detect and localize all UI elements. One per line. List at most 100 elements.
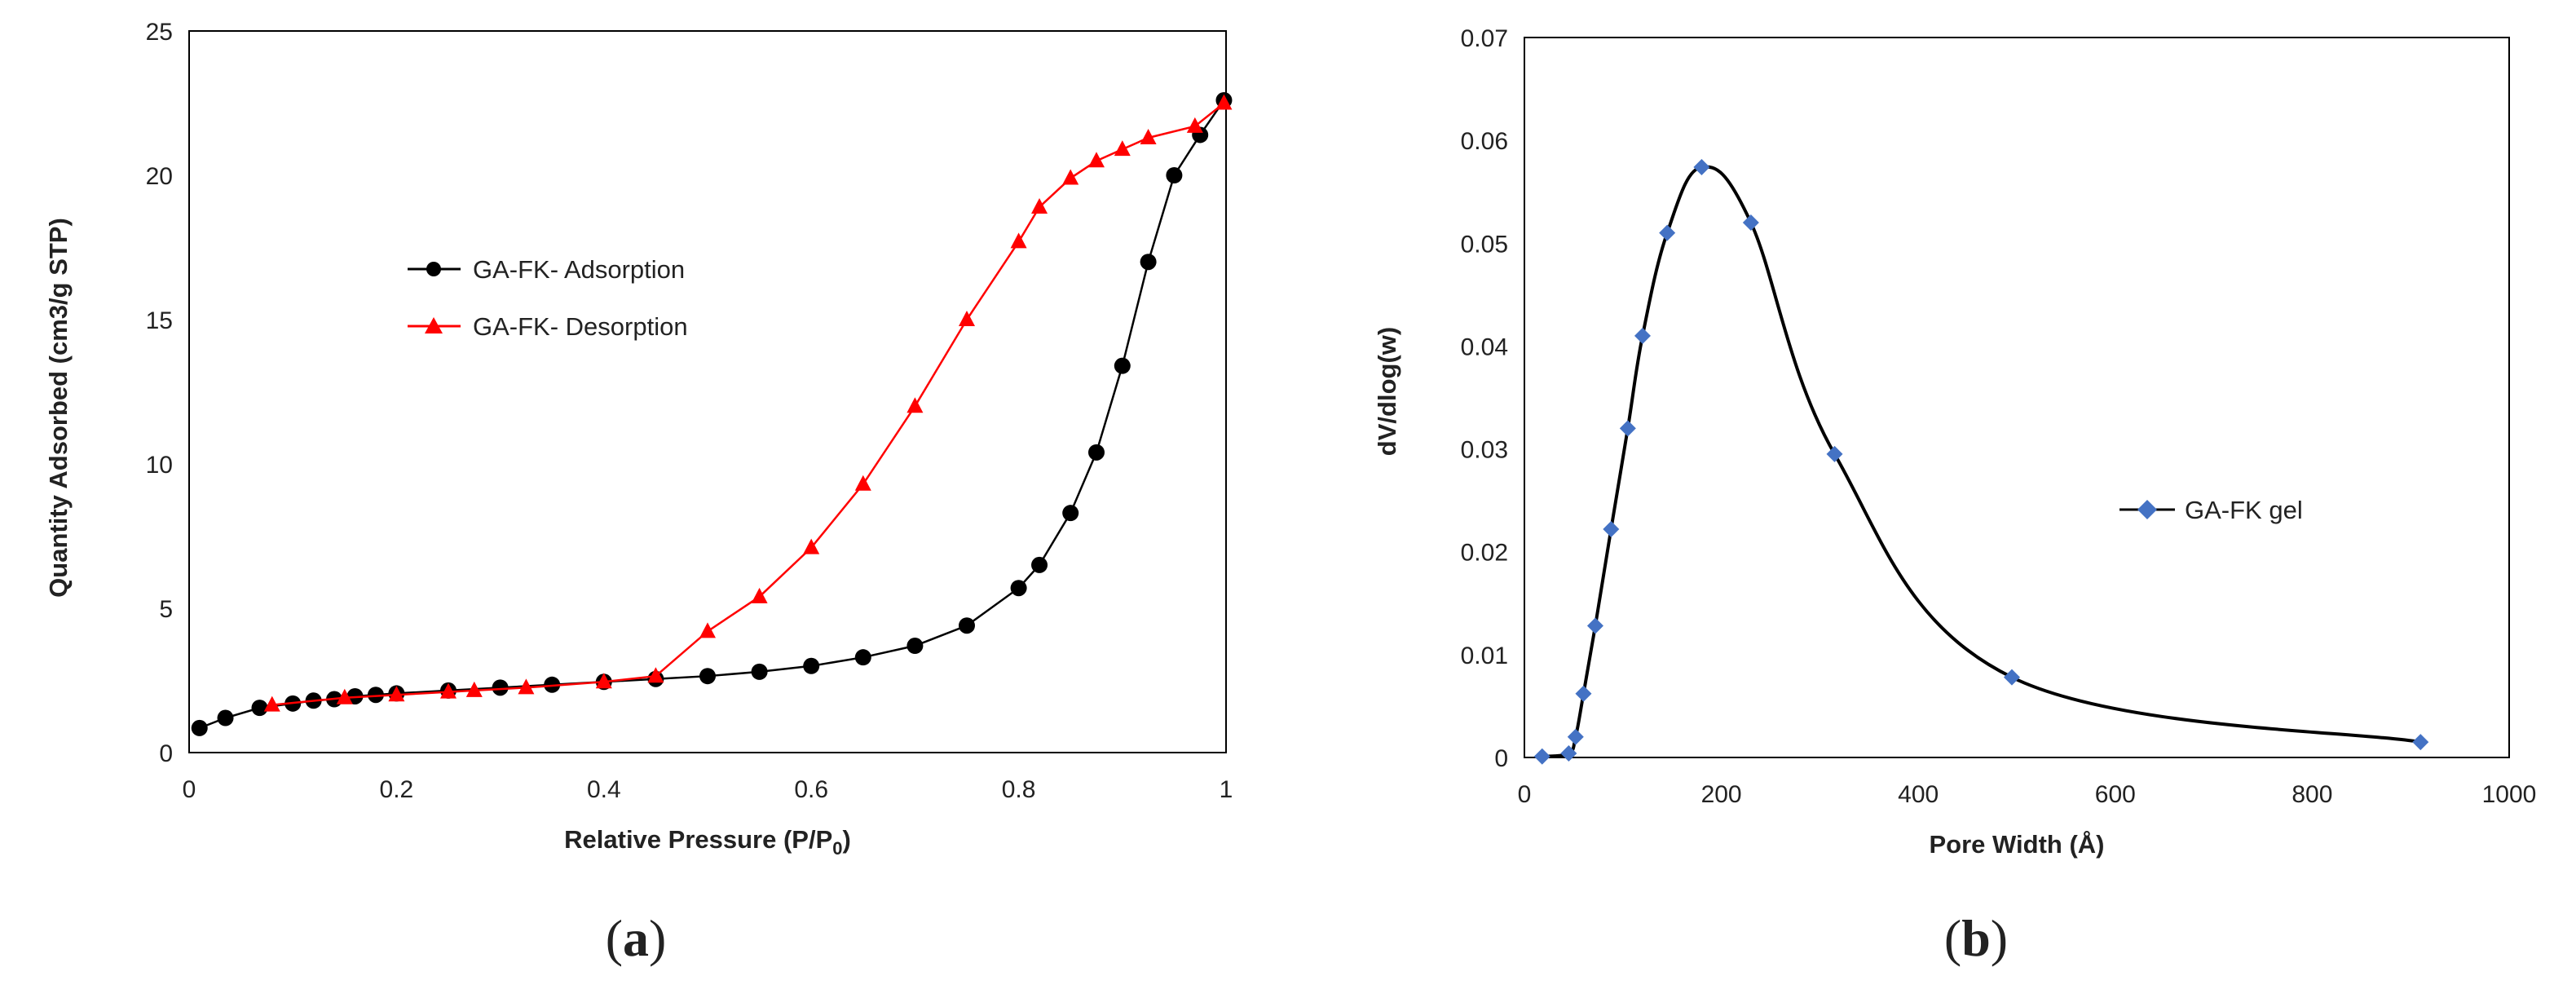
data-point [1560, 744, 1577, 762]
x-axis-title: Relative Pressure (P/P0) [564, 825, 851, 859]
x-tick-label: 0.2 [380, 776, 414, 803]
data-point [1215, 94, 1233, 110]
y-tick-label: 0.02 [1461, 540, 1508, 567]
data-point [251, 700, 268, 717]
data-point [1114, 357, 1131, 374]
data-point [1603, 520, 1620, 537]
data-point [1140, 128, 1157, 144]
data-point [1693, 158, 1710, 175]
data-point [1114, 140, 1131, 157]
y-tick-label: 15 [146, 307, 173, 334]
data-point [367, 687, 384, 704]
x-tick-label: 0.8 [1002, 776, 1036, 803]
plot-area-frame [188, 30, 1227, 753]
data-point [1010, 580, 1027, 597]
series-layer [1533, 158, 2429, 765]
panel-label: (b) [1944, 909, 2008, 967]
y-tick-label: 25 [146, 19, 173, 46]
data-point [1533, 748, 1550, 765]
data-point [1088, 444, 1105, 461]
data-point [1062, 169, 1079, 185]
data-point [1659, 224, 1676, 241]
data-point [1586, 617, 1603, 634]
data-point [699, 668, 716, 685]
data-point [854, 475, 871, 491]
y-tick-label: 0.06 [1461, 128, 1508, 155]
data-point [647, 667, 664, 683]
legend-label: GA-FK- Desorption [473, 312, 688, 341]
y-tick-label: 0 [159, 740, 173, 767]
data-point [699, 622, 716, 638]
x-tick-label: 800 [2291, 781, 2332, 808]
data-point [1826, 445, 1843, 462]
data-point [217, 709, 234, 726]
x-axis-title: Pore Width (Å) [1930, 830, 2105, 859]
y-tick-labels: 0 5 10 15 20 25 [146, 19, 173, 767]
panel-a-chart: 0 5 10 15 20 25 0 0.2 0.4 0.6 0.8 1 Quantity Adsor… [44, 19, 1233, 967]
panel-b-chart: 0 0.01 0.02 0.03 0.04 0.05 0.06 0.07 0 200 400 600… [1373, 25, 2536, 967]
data-point [492, 679, 509, 696]
data-point [440, 682, 457, 699]
y-tick-label: 0.07 [1461, 25, 1508, 52]
data-point [854, 649, 871, 666]
legend-item-desorption: GA-FK- Desorption [408, 312, 688, 341]
x-tick-label: 400 [1898, 781, 1939, 808]
y-tick-label: 0.03 [1461, 437, 1508, 464]
data-point [751, 663, 768, 680]
data-point [1031, 556, 1048, 573]
legend: GA-FK gel [2119, 496, 2303, 524]
y-tick-label: 10 [146, 452, 173, 479]
data-point [465, 681, 483, 697]
y-tick-label: 0.05 [1461, 231, 1508, 258]
x-tick-label: 0 [1518, 781, 1532, 808]
legend-label: GA-FK- Adsorption [473, 255, 685, 284]
data-point [751, 587, 768, 603]
y-tick-label: 0.04 [1461, 333, 1508, 360]
data-point [1140, 254, 1157, 271]
data-point [1031, 197, 1048, 214]
legend-label: GA-FK gel [2185, 496, 2303, 524]
data-point [1186, 117, 1203, 133]
data-point [1619, 420, 1636, 437]
x-tick-label: 200 [1701, 781, 1742, 808]
y-tick-label: 5 [159, 596, 173, 623]
data-point [388, 686, 405, 702]
data-point [803, 538, 820, 554]
legend-item-ga-fk-gel: GA-FK gel [2119, 496, 2303, 524]
data-point [959, 311, 975, 326]
data-point [1742, 214, 1759, 232]
data-point [1062, 505, 1079, 522]
x-tick-label: 600 [2095, 781, 2136, 808]
series-line [1542, 165, 2421, 758]
data-point [1575, 685, 1592, 702]
data-point [336, 688, 353, 704]
y-axis-title: dV/dlog(w) [1373, 327, 1401, 456]
y-tick-label: 0 [1494, 745, 1508, 772]
y-tick-labels: 0 0.01 0.02 0.03 0.04 0.05 0.06 0.07 [1461, 25, 1508, 772]
data-point [191, 719, 208, 736]
data-point [2412, 734, 2429, 751]
panel-label: (a) [606, 909, 667, 967]
data-point [803, 657, 820, 674]
y-tick-label: 20 [146, 163, 173, 190]
x-tick-labels: 0 0.2 0.4 0.6 0.8 1 [183, 776, 1233, 803]
data-point [1010, 232, 1027, 249]
data-point [263, 696, 280, 712]
data-point [1088, 152, 1105, 168]
series-line [271, 102, 1225, 706]
data-point [1567, 728, 1584, 745]
x-tick-label: 1 [1220, 776, 1233, 803]
legend: GA-FK- Adsorption GA-FK- Desorption [408, 255, 688, 341]
series-layer [191, 91, 1233, 736]
data-point [1634, 327, 1651, 344]
x-tick-label: 1000 [2482, 781, 2537, 808]
data-point [1166, 167, 1183, 183]
x-tick-label: 0.6 [794, 776, 828, 803]
data-point [595, 673, 612, 689]
data-point [906, 638, 924, 655]
plot-area-frame [1524, 37, 2510, 758]
data-point [959, 617, 975, 634]
legend-item-adsorption: GA-FK- Adsorption [408, 255, 685, 284]
y-tick-label: 0.01 [1461, 643, 1508, 669]
y-axis-title: Quantity Adsorbed (cm3/g STP) [44, 218, 73, 598]
